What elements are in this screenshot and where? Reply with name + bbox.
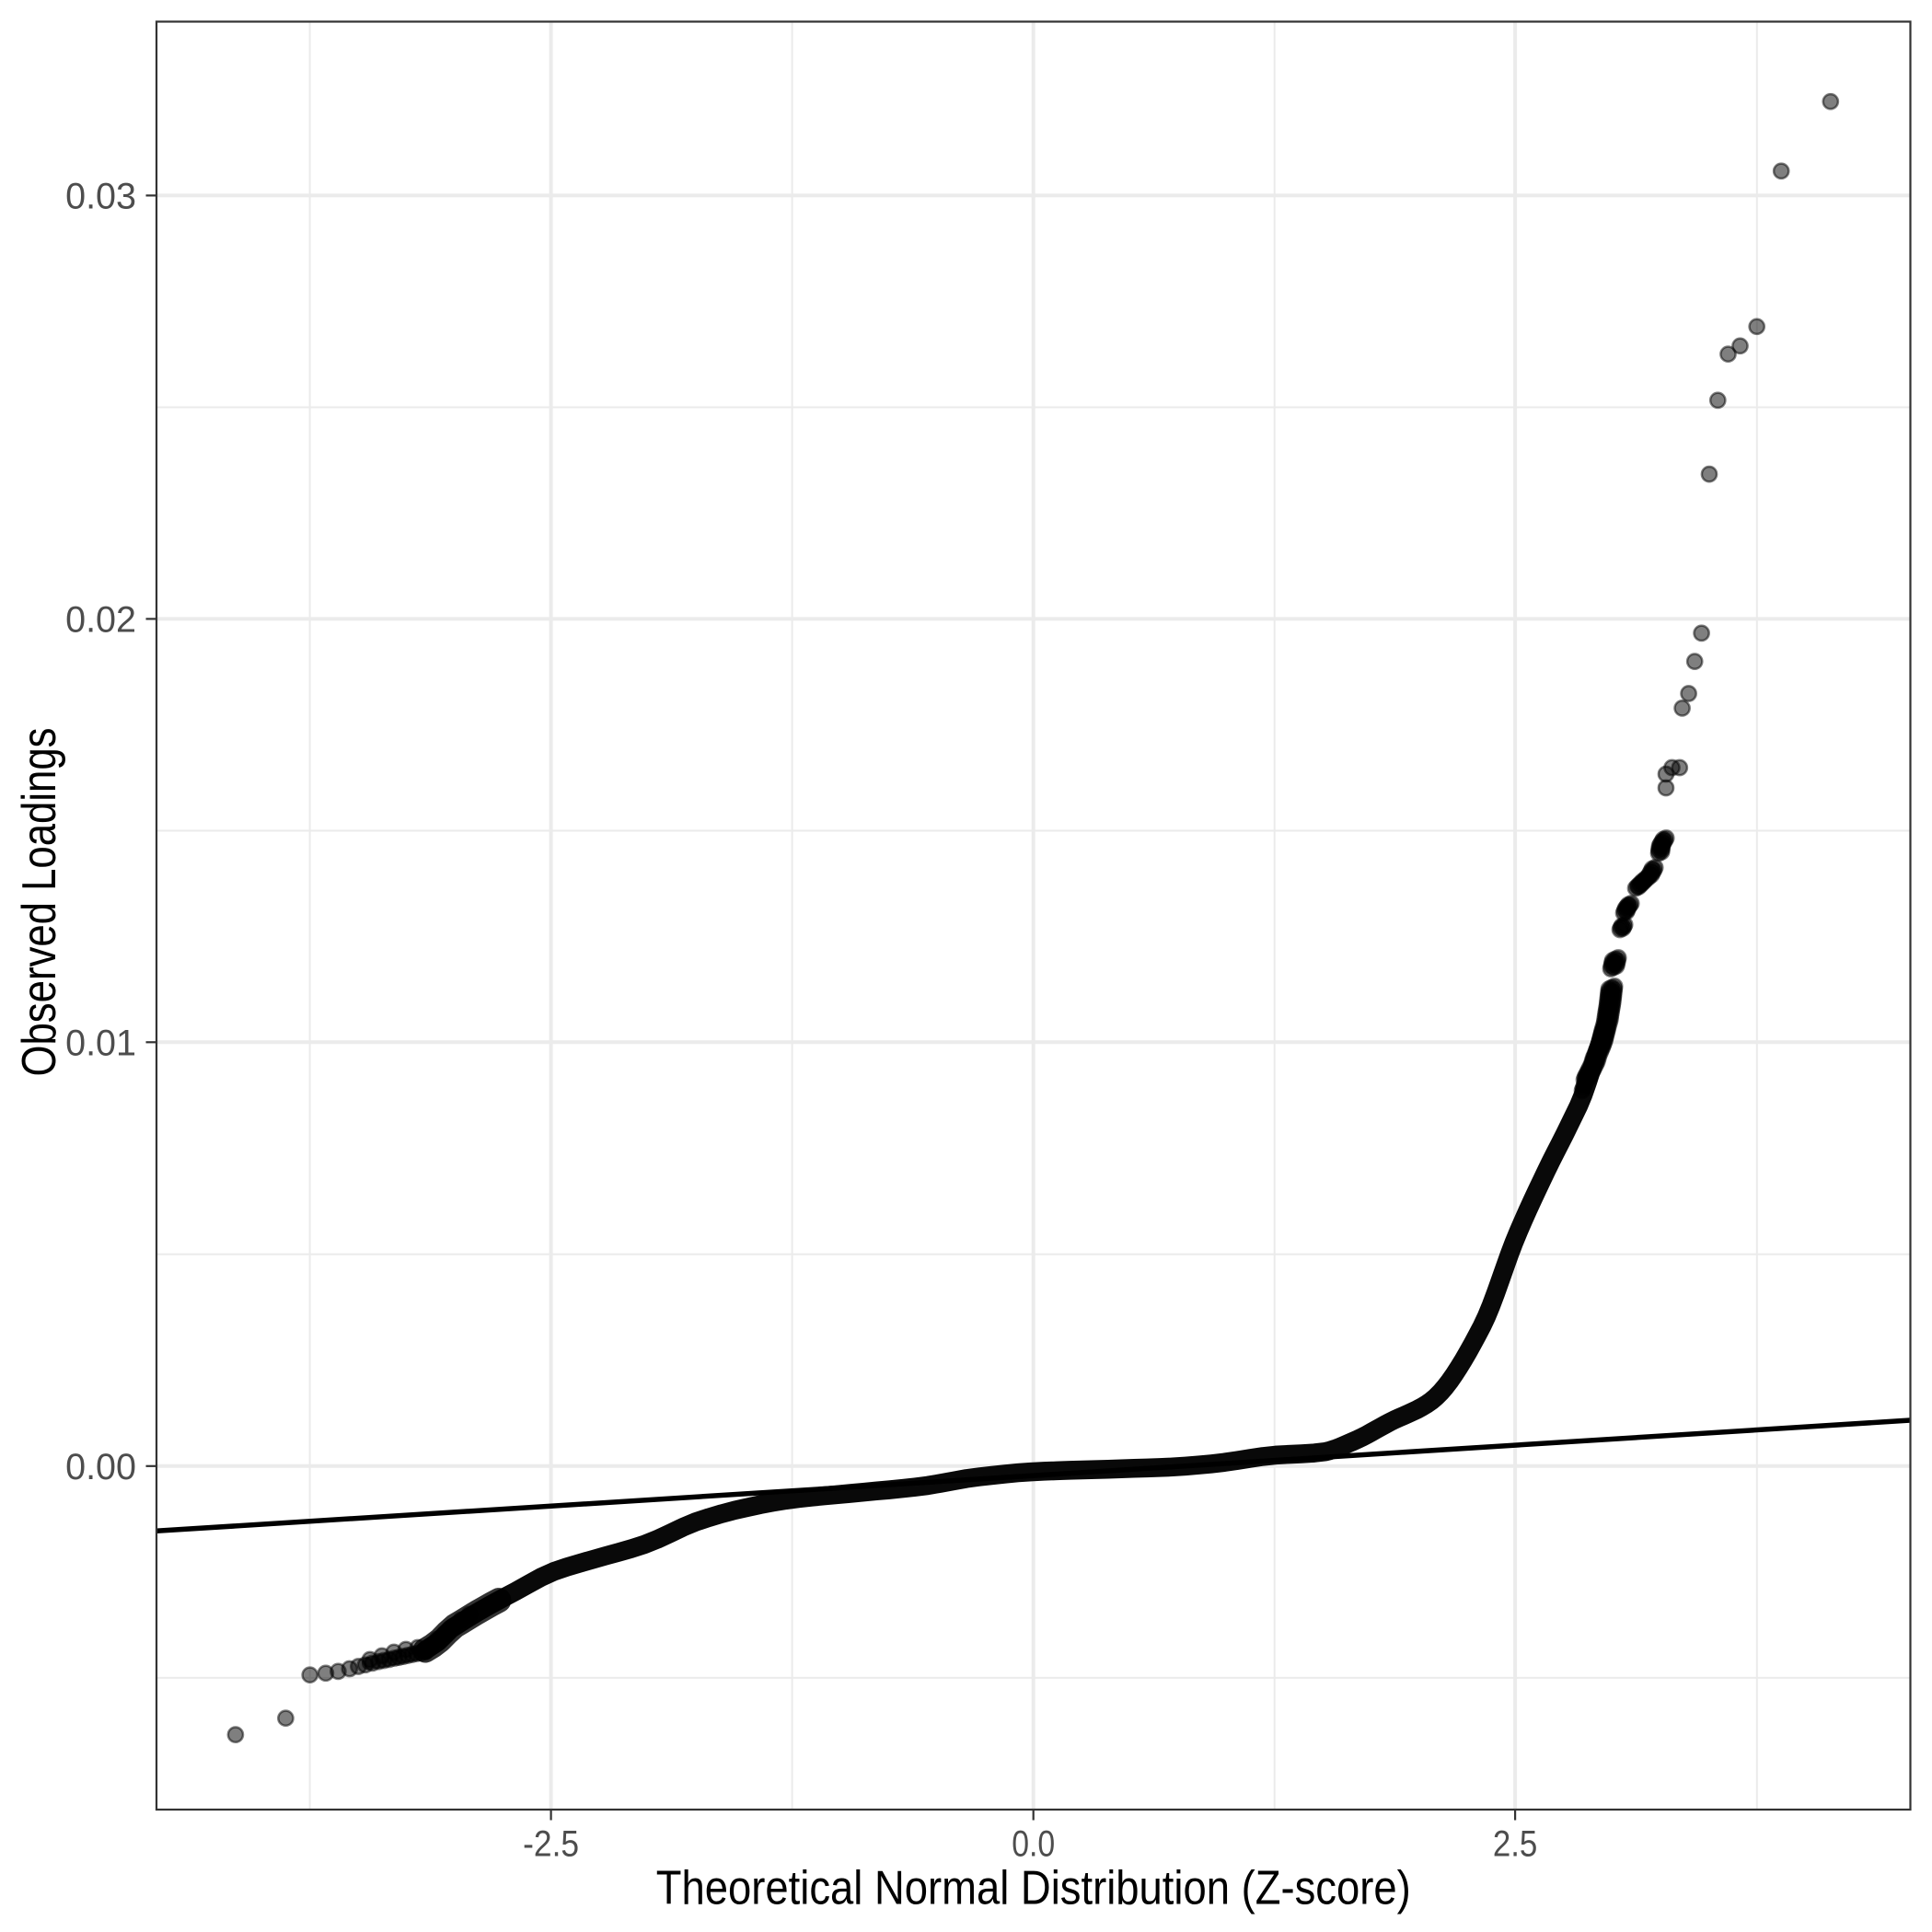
svg-text:0.02: 0.02 xyxy=(65,599,136,640)
svg-text:Observed Loadings: Observed Loadings xyxy=(12,728,65,1077)
svg-text:2.5: 2.5 xyxy=(1493,1824,1538,1865)
svg-text:0.0: 0.0 xyxy=(1012,1824,1055,1865)
svg-text:-2.5: -2.5 xyxy=(523,1824,579,1865)
svg-text:0.00: 0.00 xyxy=(65,1447,136,1487)
svg-text:0.03: 0.03 xyxy=(65,176,136,216)
svg-text:Theoretical Normal Distributio: Theoretical Normal Distribution (Z-score… xyxy=(656,1861,1411,1915)
svg-text:0.01: 0.01 xyxy=(65,1023,136,1063)
